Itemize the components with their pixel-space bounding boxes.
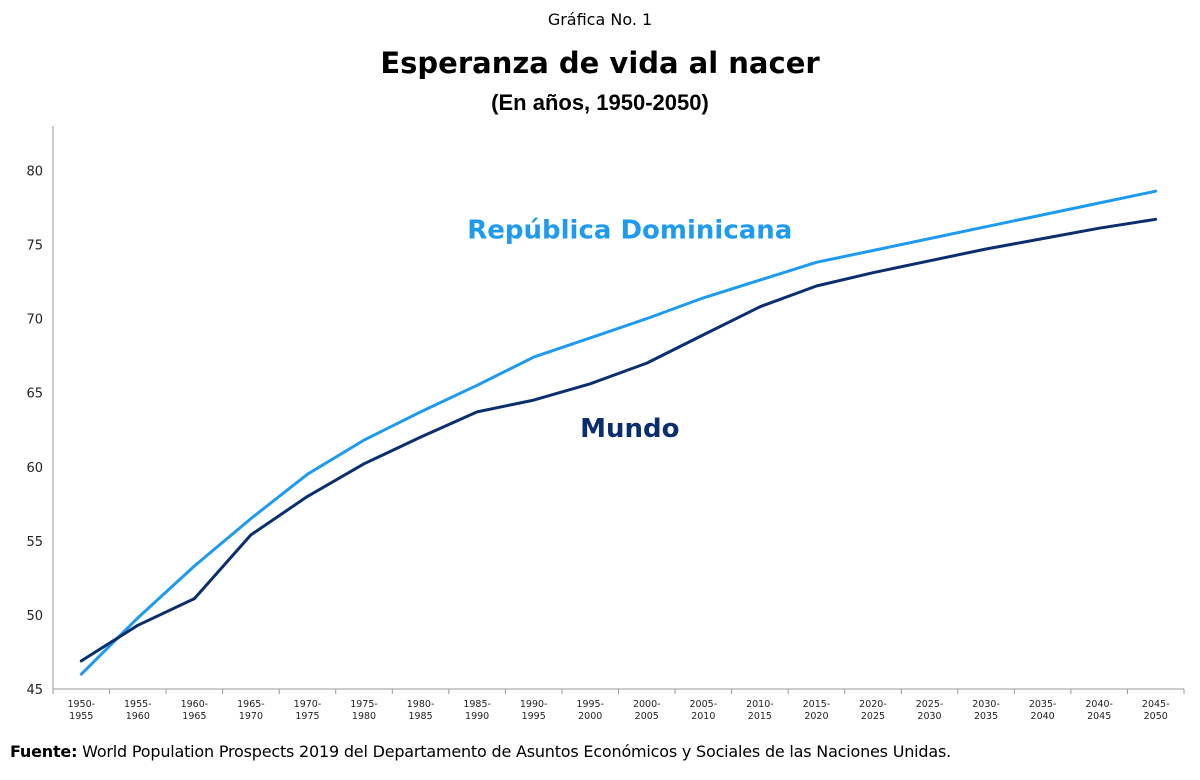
chart-kicker: Gráfica No. 1 — [547, 10, 653, 29]
y-tick-label: 65 — [26, 387, 43, 402]
x-tick-label: 1975-1980 — [350, 699, 378, 722]
x-tick-label: 1980-1985 — [407, 699, 435, 722]
x-tick-label: 2005-2010 — [690, 699, 718, 722]
x-tick-label: 1955-1960 — [124, 699, 152, 722]
chart-title: Esperanza de vida al nacer — [380, 46, 820, 80]
x-tick-label: 2030-2035 — [972, 699, 1000, 722]
y-tick-label: 70 — [26, 313, 43, 328]
y-tick-label: 75 — [26, 239, 43, 254]
x-tick-label: 1965-1970 — [237, 699, 265, 722]
y-tick-label: 55 — [26, 535, 43, 550]
series-label-rd: República Dominicana — [467, 216, 792, 246]
x-tick-label: 1960-1965 — [181, 699, 209, 722]
x-tick-label: 2000-2005 — [633, 699, 661, 722]
x-tick-label: 1990-1995 — [520, 699, 548, 722]
series-line-rd — [79, 189, 1158, 676]
x-tick-label: 1995-2000 — [576, 699, 604, 722]
source-text: World Population Prospects 2019 del Depa… — [77, 742, 951, 761]
x-tick-label: 2010-2015 — [746, 699, 774, 722]
x-tick-label: 2025-2030 — [916, 699, 944, 722]
series-label-mundo: Mundo — [580, 414, 679, 444]
x-tick-label: 2015-2020 — [803, 699, 831, 722]
x-tick-label: 1985-1990 — [463, 699, 491, 722]
chart-subtitle: (En años, 1950-2050) — [491, 90, 709, 115]
x-tick-label: 2045-2050 — [1142, 699, 1170, 722]
y-tick-label: 60 — [26, 461, 43, 476]
y-tick-label: 45 — [26, 683, 43, 698]
x-tick-label: 1950-1955 — [67, 699, 95, 722]
source-note: Fuente: World Population Prospects 2019 … — [10, 742, 951, 761]
series-line-mundo — [79, 217, 1158, 663]
x-tick-label: 2035-2040 — [1029, 699, 1057, 722]
source-label: Fuente: — [10, 742, 78, 761]
x-tick-label: 2020-2025 — [859, 699, 887, 722]
x-tick-label: 1970-1975 — [294, 699, 322, 722]
x-tick-label: 2040-2045 — [1085, 699, 1113, 722]
y-tick-label: 80 — [26, 164, 43, 179]
y-tick-label: 50 — [26, 609, 43, 624]
